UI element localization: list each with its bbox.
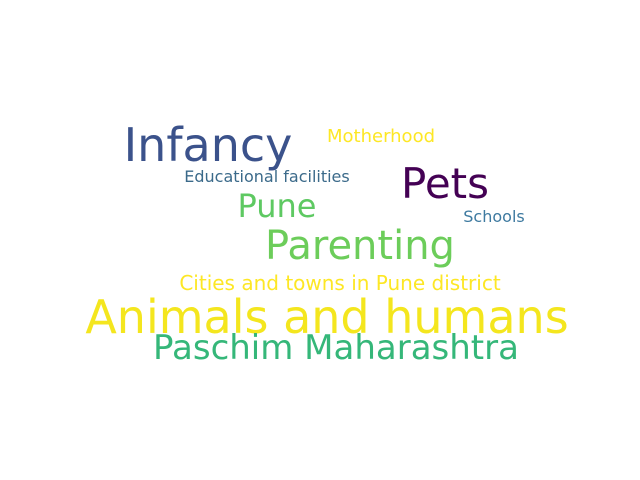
word-paschim-maharashtra: Paschim Maharashtra	[153, 328, 519, 368]
word-animals-and-humans: Animals and humans	[85, 290, 569, 344]
word-pune: Pune	[237, 187, 317, 225]
word-motherhood: Motherhood	[326, 126, 436, 147]
word-educational-facilities: Educational facilities	[184, 167, 350, 186]
word-cities-and-towns-in-pune-district: Cities and towns in Pune district	[179, 271, 501, 295]
word-infancy: Infancy	[123, 118, 293, 172]
word-parenting: Parenting	[265, 223, 455, 269]
word-pets: Pets	[400, 159, 490, 208]
word-schools: Schools	[463, 207, 525, 226]
